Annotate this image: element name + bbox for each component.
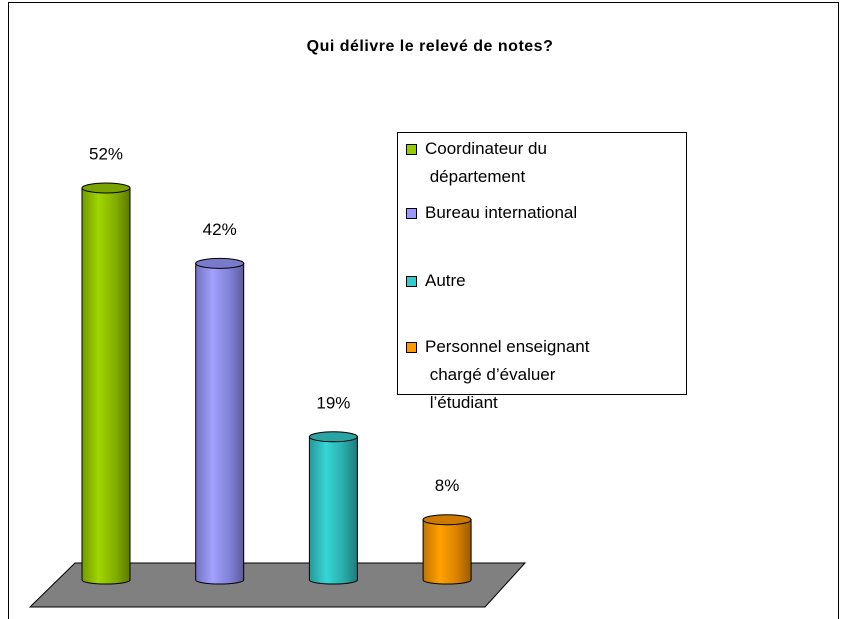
legend-label: Personnel enseignant chargé d’évaluer l’…	[425, 337, 590, 412]
bar	[81, 187, 131, 585]
bar	[195, 262, 245, 585]
legend-swatch	[406, 144, 417, 155]
bar	[422, 519, 472, 585]
legend-box	[397, 132, 687, 395]
legend-swatch	[406, 276, 417, 287]
data-label: 42%	[203, 220, 237, 239]
legend-swatch	[406, 208, 417, 219]
legend-label: Bureau international	[425, 203, 577, 222]
legend-swatch	[406, 342, 417, 353]
data-label: 52%	[89, 144, 123, 163]
bar-top	[308, 431, 358, 443]
chart-title: Qui délivre le relevé de notes?	[307, 38, 554, 55]
bar-top	[422, 514, 472, 526]
data-label: 8%	[435, 476, 460, 495]
data-label: 19%	[316, 393, 350, 412]
bar-top	[195, 257, 245, 269]
legend-label: Coordinateur du département	[425, 139, 547, 186]
bar-top	[81, 182, 131, 194]
bar	[308, 436, 358, 585]
floor	[28, 562, 527, 608]
legend-label: Autre	[425, 271, 466, 290]
